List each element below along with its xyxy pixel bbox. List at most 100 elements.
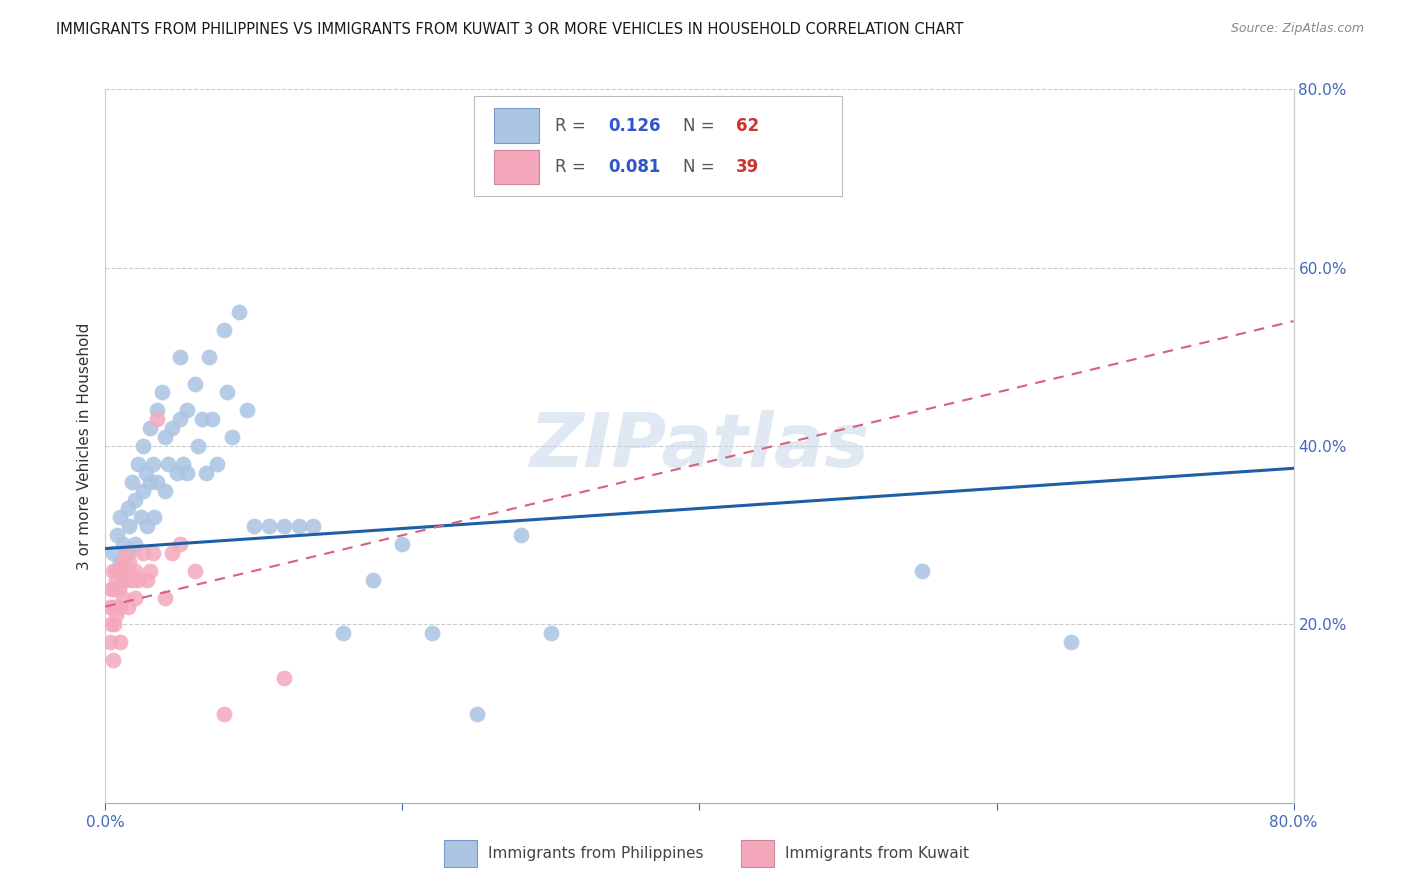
Point xyxy=(172,457,194,471)
Text: Immigrants from Kuwait: Immigrants from Kuwait xyxy=(785,846,969,861)
Point xyxy=(117,599,139,614)
Point xyxy=(217,385,239,400)
Point xyxy=(114,573,136,587)
Point xyxy=(110,564,132,578)
Point xyxy=(101,653,124,667)
Point xyxy=(146,475,169,489)
Text: 0.126: 0.126 xyxy=(607,117,661,135)
Text: Source: ZipAtlas.com: Source: ZipAtlas.com xyxy=(1230,22,1364,36)
Point xyxy=(162,421,184,435)
Point xyxy=(136,573,159,587)
Point xyxy=(139,564,162,578)
Bar xyxy=(494,150,538,184)
Point xyxy=(121,573,143,587)
Point xyxy=(142,457,165,471)
Text: N =: N = xyxy=(683,117,720,135)
Text: N =: N = xyxy=(683,158,720,176)
Bar xyxy=(494,109,538,143)
FancyBboxPatch shape xyxy=(474,96,842,196)
Y-axis label: 3 or more Vehicles in Household: 3 or more Vehicles in Household xyxy=(76,322,91,570)
Point xyxy=(114,573,136,587)
Point xyxy=(129,510,152,524)
Point xyxy=(162,546,184,560)
Point xyxy=(110,555,132,569)
Point xyxy=(169,350,191,364)
Point xyxy=(153,591,176,605)
Point xyxy=(142,546,165,560)
Point xyxy=(131,483,153,498)
Point xyxy=(131,439,153,453)
Text: 39: 39 xyxy=(737,158,759,176)
Point xyxy=(117,564,139,578)
Text: R =: R = xyxy=(554,158,591,176)
Point xyxy=(112,555,135,569)
Point xyxy=(361,573,384,587)
Point xyxy=(139,421,162,435)
Point xyxy=(98,635,121,649)
Point xyxy=(103,582,125,596)
Point xyxy=(332,626,354,640)
Point xyxy=(228,305,250,319)
Point xyxy=(112,591,135,605)
Point xyxy=(911,564,934,578)
Point xyxy=(205,457,228,471)
Point xyxy=(118,519,141,533)
Point xyxy=(136,519,159,533)
Point xyxy=(169,412,191,426)
Point xyxy=(124,564,146,578)
Point xyxy=(186,439,208,453)
Point xyxy=(1060,635,1083,649)
Point xyxy=(243,519,266,533)
Point xyxy=(117,501,139,516)
Point xyxy=(117,546,139,560)
Point xyxy=(176,403,198,417)
Point xyxy=(201,412,224,426)
Point xyxy=(124,537,146,551)
Point xyxy=(214,323,236,337)
Point xyxy=(235,403,257,417)
Point xyxy=(115,546,138,560)
Point xyxy=(104,573,127,587)
Point xyxy=(146,403,169,417)
Point xyxy=(153,483,176,498)
Point xyxy=(118,555,141,569)
Point xyxy=(127,573,149,587)
Point xyxy=(273,671,295,685)
Point xyxy=(420,626,443,640)
Point xyxy=(101,546,124,560)
Point xyxy=(100,582,122,596)
Point xyxy=(176,466,198,480)
Point xyxy=(214,706,236,721)
Point xyxy=(105,528,128,542)
Point xyxy=(124,591,146,605)
Point xyxy=(104,608,127,623)
Point xyxy=(302,519,325,533)
Text: 0.081: 0.081 xyxy=(607,158,661,176)
Point xyxy=(465,706,488,721)
Point xyxy=(104,564,127,578)
Point xyxy=(273,519,295,533)
Bar xyxy=(444,840,477,867)
Point xyxy=(112,537,135,551)
Point xyxy=(198,350,221,364)
Point xyxy=(169,537,191,551)
Point xyxy=(510,528,533,542)
Text: ZIPatlas: ZIPatlas xyxy=(530,409,869,483)
Point xyxy=(146,412,169,426)
Point xyxy=(257,519,280,533)
Point xyxy=(195,466,218,480)
Point xyxy=(156,457,179,471)
Point xyxy=(150,385,173,400)
Text: IMMIGRANTS FROM PHILIPPINES VS IMMIGRANTS FROM KUWAIT 3 OR MORE VEHICLES IN HOUS: IMMIGRANTS FROM PHILIPPINES VS IMMIGRANT… xyxy=(56,22,963,37)
Point xyxy=(391,537,413,551)
Point xyxy=(110,635,132,649)
Point xyxy=(105,564,128,578)
Point xyxy=(121,475,143,489)
Point xyxy=(100,617,122,632)
Point xyxy=(131,546,153,560)
Point xyxy=(183,376,205,391)
Point xyxy=(110,599,132,614)
Point xyxy=(540,626,562,640)
Text: 62: 62 xyxy=(737,117,759,135)
Point xyxy=(127,457,149,471)
